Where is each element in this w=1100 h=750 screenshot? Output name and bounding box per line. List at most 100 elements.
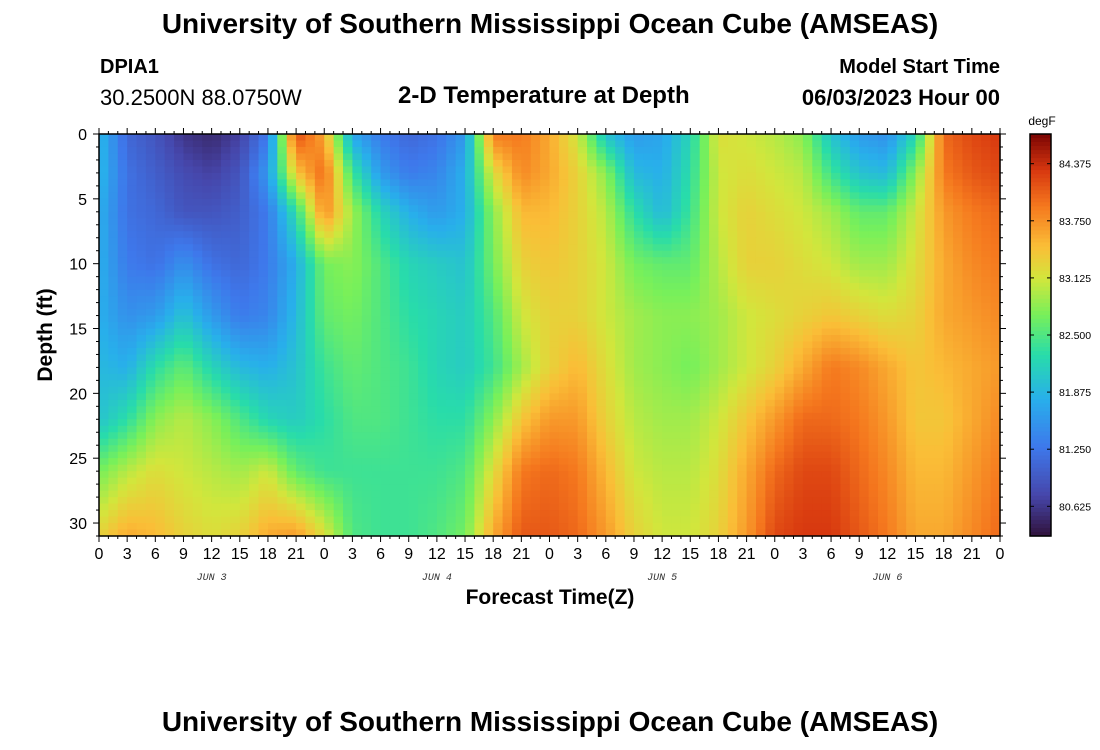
heatmap-cell: [859, 335, 870, 343]
heatmap-cell: [821, 179, 832, 187]
heatmap-cell: [765, 425, 776, 433]
heatmap-cell: [615, 153, 626, 161]
heatmap-cell: [859, 179, 870, 187]
heatmap-cell: [352, 322, 363, 330]
heatmap-cell: [587, 412, 598, 420]
heatmap-cell: [502, 166, 513, 174]
heatmap-cell: [652, 315, 663, 323]
heatmap-cell: [943, 399, 954, 407]
heatmap-cell: [324, 335, 335, 343]
heatmap-cell: [718, 218, 729, 226]
heatmap-cell: [286, 438, 297, 446]
heatmap-cell: [333, 322, 344, 330]
heatmap-cell: [483, 373, 494, 381]
heatmap-cell: [530, 341, 541, 349]
heatmap-cell: [192, 367, 203, 375]
heatmap-cell: [324, 263, 335, 271]
heatmap-cell: [267, 218, 278, 226]
heatmap-cell: [324, 270, 335, 278]
heatmap-cell: [755, 373, 766, 381]
heatmap-cell: [371, 367, 382, 375]
heatmap-cell: [924, 328, 935, 336]
heatmap-cell: [718, 406, 729, 414]
heatmap-cell: [239, 322, 250, 330]
heatmap-cell: [727, 237, 738, 245]
heatmap-cell: [427, 218, 438, 226]
heatmap-cell: [577, 302, 588, 310]
heatmap-cell: [812, 159, 823, 168]
heatmap-cell: [596, 159, 607, 168]
heatmap-cell: [493, 276, 504, 284]
heatmap-cell: [615, 185, 626, 193]
heatmap-cell: [418, 419, 429, 427]
heatmap-cell: [906, 244, 917, 252]
heatmap-cell: [267, 315, 278, 323]
heatmap-cell: [718, 224, 729, 232]
heatmap-cell: [164, 432, 175, 440]
heatmap-cell: [192, 231, 203, 239]
heatmap-cell: [145, 211, 156, 219]
heatmap-cell: [690, 218, 701, 226]
heatmap-cell: [465, 412, 476, 420]
heatmap-cell: [371, 302, 382, 310]
heatmap-cell: [230, 276, 241, 284]
heatmap-cell: [596, 399, 607, 407]
heatmap-cell: [399, 302, 410, 310]
heatmap-cell: [277, 296, 288, 304]
heatmap-cell: [633, 250, 644, 258]
heatmap-cell: [427, 380, 438, 388]
heatmap-cell: [990, 276, 1001, 284]
heatmap-cell: [727, 134, 738, 142]
heatmap-cell: [465, 451, 476, 459]
heatmap-cell: [849, 367, 860, 375]
heatmap-cell: [934, 309, 945, 317]
heatmap-cell: [465, 283, 476, 291]
heatmap-cell: [915, 231, 926, 239]
heatmap-cell: [314, 211, 325, 219]
heatmap-cell: [117, 179, 128, 187]
heatmap-cell: [906, 166, 917, 174]
heatmap-cell: [662, 244, 673, 252]
heatmap-cell: [859, 399, 870, 407]
heatmap-cell: [418, 205, 429, 213]
heatmap-cell: [981, 146, 992, 155]
heatmap-cell: [511, 347, 522, 356]
heatmap-cell: [577, 224, 588, 232]
heatmap-cell: [174, 373, 185, 381]
heatmap-cell: [727, 289, 738, 297]
heatmap-cell: [399, 185, 410, 193]
heatmap-cell: [953, 140, 964, 148]
heatmap-cell: [906, 296, 917, 304]
heatmap-cell: [286, 172, 297, 180]
heatmap-cell: [737, 211, 748, 219]
heatmap-cell: [202, 270, 213, 278]
heatmap-cell: [483, 179, 494, 187]
heatmap-cell: [192, 406, 203, 414]
heatmap-cell: [784, 328, 795, 336]
heatmap-cell: [192, 419, 203, 427]
heatmap-cell: [962, 211, 973, 219]
heatmap-cell: [296, 146, 307, 155]
heatmap-cell: [258, 270, 269, 278]
heatmap-cell: [314, 153, 325, 161]
heatmap-cell: [906, 231, 917, 239]
heatmap-cell: [896, 419, 907, 427]
heatmap-cell: [183, 419, 194, 427]
heatmap-cell: [136, 153, 147, 161]
heatmap-cell: [953, 354, 964, 362]
heatmap-cell: [221, 257, 231, 265]
heatmap-cell: [981, 412, 992, 420]
heatmap-cell: [831, 412, 842, 420]
heatmap-cell: [136, 419, 147, 427]
heatmap-cell: [596, 224, 607, 232]
heatmap-cell: [436, 335, 447, 343]
heatmap-cell: [774, 335, 785, 343]
heatmap-cell: [690, 270, 701, 278]
heatmap-cell: [558, 192, 569, 200]
heatmap-cell: [990, 140, 1001, 148]
heatmap-cell: [211, 432, 222, 440]
heatmap-cell: [831, 406, 842, 414]
heatmap-cell: [361, 335, 372, 343]
heatmap-cell: [183, 458, 194, 466]
heatmap-cell: [230, 341, 241, 349]
